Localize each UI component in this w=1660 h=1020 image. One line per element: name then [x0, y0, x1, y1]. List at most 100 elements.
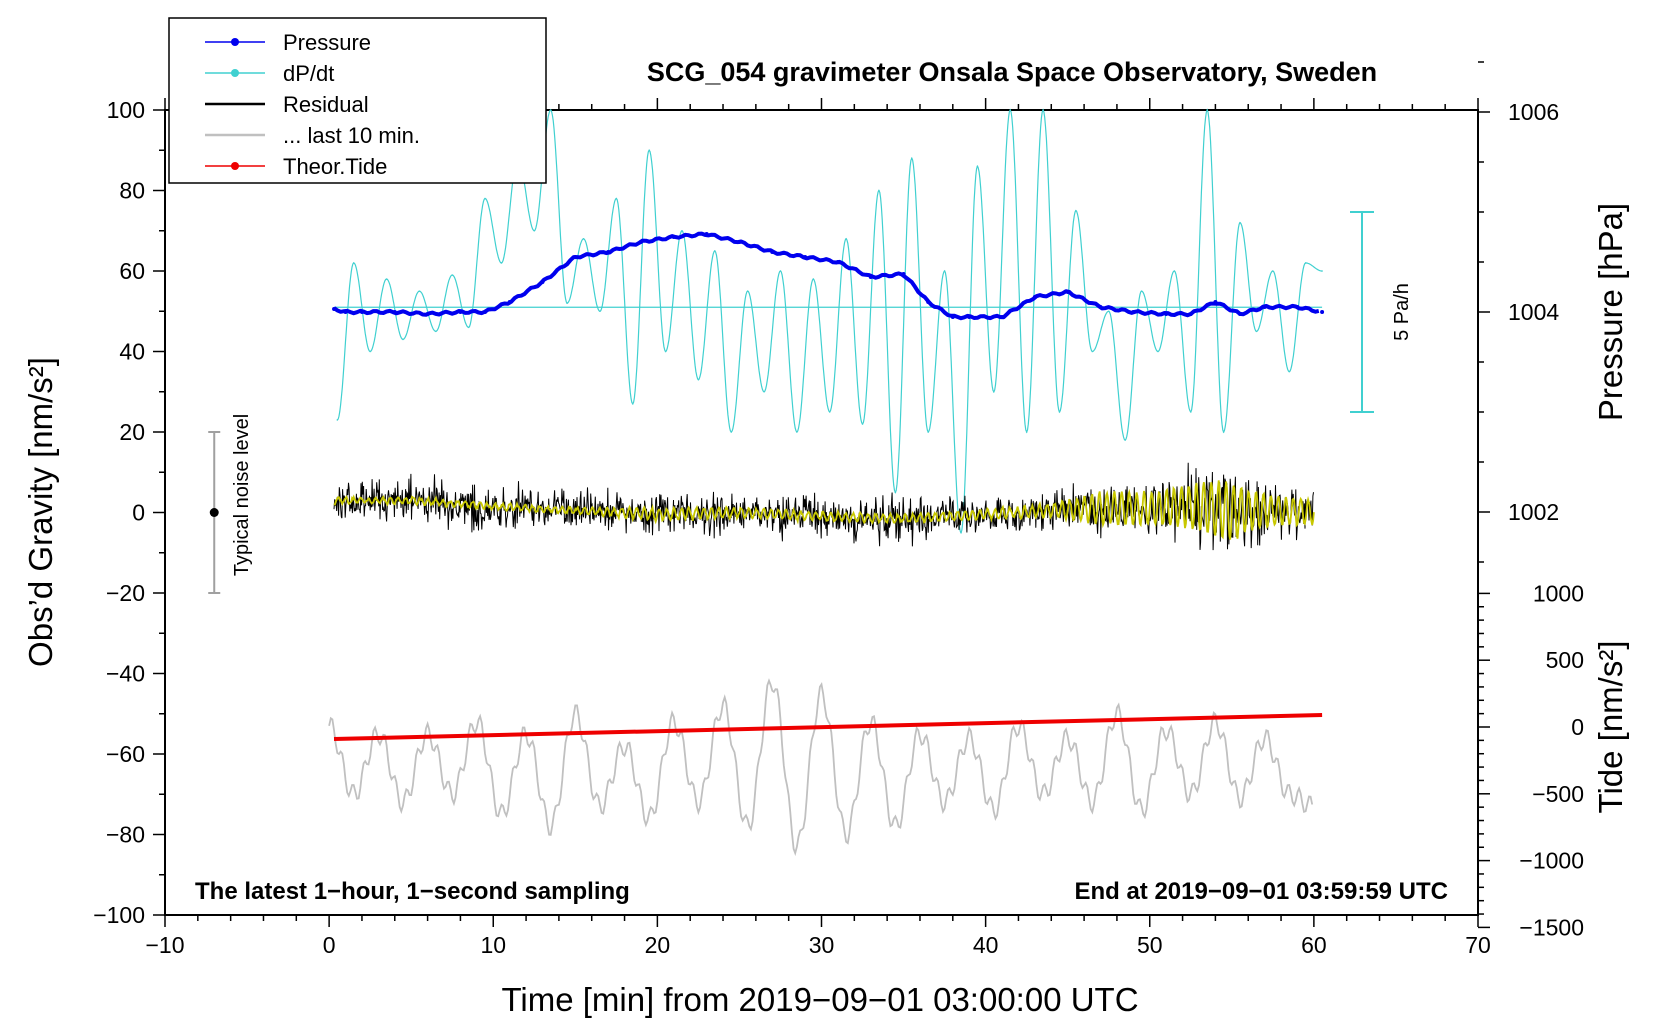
dpdt-point [1189, 411, 1192, 413]
legend-entry: Theor.Tide [205, 154, 387, 179]
dpdt-point [484, 197, 486, 200]
pressure-point [1295, 305, 1300, 309]
dpdt-point [697, 378, 700, 381]
noise-bar-center [209, 508, 219, 517]
dpdt-point [927, 431, 929, 433]
y-tick-label: 0 [132, 500, 145, 526]
pressure-point [343, 310, 348, 314]
dpdt-point [1157, 350, 1159, 353]
dpdt-point [566, 302, 568, 305]
y-tick-label: 60 [119, 258, 145, 284]
y-tick-label: 40 [119, 339, 145, 365]
y-tick-label: −60 [106, 741, 145, 767]
theor-tide-line [333, 713, 1323, 741]
dpdt-point [796, 431, 798, 433]
dpdt-point [861, 423, 864, 425]
dpdt-point [336, 419, 339, 421]
pressure-point [1098, 305, 1103, 309]
dpdt-point [1075, 209, 1077, 212]
legend-label: Residual [283, 92, 369, 117]
pressure-point [1213, 300, 1218, 304]
tide-tick-label: −1000 [1519, 848, 1584, 874]
y-axis-title-main: Obs’d Gravity [nm/s²] [22, 357, 59, 667]
dpdt-point [763, 390, 765, 393]
chart-title: SCG_054 gravimeter Onsala Space Observat… [647, 57, 1377, 87]
annotation-end-time: End at 2019−09−01 03:59:59 UTC [1074, 878, 1448, 905]
noise-label: Typical noise level [231, 414, 253, 576]
pressure-point [1032, 295, 1037, 299]
legend-entry: Residual [205, 92, 369, 117]
dpdt-point [1272, 270, 1274, 272]
pressure-point [392, 310, 397, 314]
pressure-point [1262, 305, 1267, 309]
legend-entry: Pressure [205, 30, 371, 55]
x-tick-label: 30 [809, 932, 835, 958]
residual-filtered-series [333, 480, 1315, 540]
dpdt-point [1124, 439, 1126, 441]
residual-series [333, 462, 1314, 551]
dpdt-point [648, 149, 650, 152]
annotation-sampling: The latest 1−hour, 1−second sampling [195, 878, 630, 905]
last-10-min-line [328, 678, 1314, 857]
legend-label: dP/dt [283, 61, 334, 86]
x-tick-label: 50 [1137, 932, 1163, 958]
dpdt-point [385, 278, 388, 280]
pressure-tick-label: 1006 [1508, 99, 1559, 125]
tide-tick-label: −1500 [1519, 914, 1584, 940]
dpdt-point [812, 278, 815, 280]
pressure-point [1188, 312, 1193, 316]
pressure-point [1131, 310, 1136, 314]
legend: Pressure dP/dt Residual ... last 10 min. The… [168, 17, 547, 184]
x-tick-label: 20 [645, 932, 671, 958]
y-tick-label: −100 [93, 902, 145, 928]
pressure-point [1238, 312, 1243, 316]
dpdt-point [878, 189, 880, 192]
dpdt-point [681, 229, 683, 232]
y-axis-title-tide: Tide [nm/s²] [1592, 641, 1629, 814]
dpdt-point [993, 390, 995, 393]
pressure-point [507, 300, 512, 304]
dpdt-point [1025, 431, 1028, 433]
dpdt-point [402, 338, 404, 341]
pressure-point [868, 275, 873, 279]
dpdt-point [352, 262, 355, 264]
y-tick-label: −40 [106, 661, 145, 687]
pressure-point [967, 315, 972, 319]
pressure-tick-label: 1002 [1508, 499, 1559, 525]
dpdt-point [664, 350, 667, 353]
legend-label: Pressure [283, 30, 371, 55]
dpdt-point [1206, 109, 1208, 111]
y-tick-label: −20 [106, 580, 145, 606]
legend-label: Theor.Tide [283, 154, 387, 179]
dpdt-point [451, 274, 454, 276]
pressure-point [950, 315, 955, 319]
legend-box [168, 17, 547, 184]
pressure-series [332, 231, 1325, 321]
dpdt-point [1009, 109, 1012, 111]
last-10-min-series [328, 678, 1314, 857]
dpdt-point [418, 290, 421, 292]
dpdt-point [845, 238, 847, 240]
pressure-point [803, 255, 808, 259]
dpdt-point [1239, 221, 1241, 224]
pressure-point [926, 300, 931, 304]
dpdt-point [631, 403, 634, 405]
pressure-point [1320, 310, 1325, 314]
pressure-point [737, 240, 742, 244]
axes: −10 0 10 20 30 40 50 60 70100806040200−20−40−60−… [93, 61, 1584, 958]
pressure-line [332, 231, 1320, 321]
legend-label: ... last 10 min. [283, 123, 420, 148]
pressure-point [332, 307, 337, 311]
pressure-point [540, 280, 545, 284]
x-tick-label: 40 [973, 932, 999, 958]
pressure-point [458, 310, 463, 314]
dpdt-point [467, 326, 470, 329]
dpdt-point [943, 270, 946, 272]
dpdt-point [730, 431, 733, 433]
theor-tide-series [333, 713, 1323, 741]
x-tick-label: 70 [1465, 932, 1491, 958]
dpdt-point [779, 270, 782, 272]
pressure-point [704, 232, 709, 236]
dpdt-point [533, 229, 536, 232]
